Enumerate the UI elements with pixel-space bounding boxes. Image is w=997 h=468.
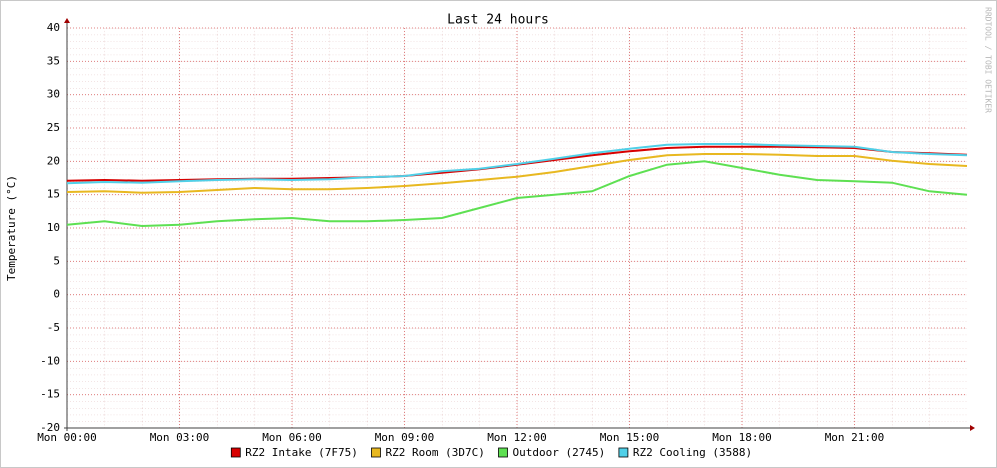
- y-tick-label: 0: [53, 288, 60, 301]
- legend-swatch: [230, 447, 241, 458]
- y-tick-label: -10: [40, 354, 60, 367]
- series-line: [66, 153, 968, 194]
- y-tick-label: 20: [47, 154, 60, 167]
- y-tick-label: 40: [47, 21, 60, 34]
- y-tick-label: 10: [47, 221, 60, 234]
- y-tick-label: 25: [47, 121, 60, 134]
- y-tick-label: -15: [40, 388, 60, 401]
- x-tick-label: Mon 21:00: [825, 431, 885, 444]
- y-axis-label: Temperature (°C): [5, 175, 18, 281]
- x-tick-label: Mon 12:00: [487, 431, 547, 444]
- x-tick-label: Mon 09:00: [375, 431, 435, 444]
- series-line: [66, 160, 968, 228]
- legend-swatch: [371, 447, 381, 458]
- y-tick-label: 35: [47, 54, 60, 67]
- x-tick-label: Mon 06:00: [262, 431, 322, 444]
- y-tick-label: -20: [40, 421, 60, 434]
- watermark: RRDTOOL / TOBI OETIKER: [984, 7, 993, 113]
- y-tick-label: 5: [53, 254, 60, 267]
- axis-arrow: [64, 18, 70, 23]
- chart-title: Last 24 hours: [447, 13, 549, 28]
- y-tick-label: 15: [47, 188, 60, 201]
- legend-swatch: [618, 447, 629, 458]
- legend-swatch: [498, 447, 508, 458]
- legend-label: RZ2 Room (3D7C): [386, 446, 485, 459]
- x-tick-label: Mon 15:00: [600, 431, 660, 444]
- legend-label: RZ2 Cooling (3588): [633, 446, 752, 459]
- x-tick-label: Mon 00:00: [37, 431, 97, 444]
- legend-label: RZ2 Intake (7F75): [245, 446, 358, 459]
- x-tick-label: Mon 18:00: [712, 431, 772, 444]
- axis-arrow: [970, 425, 975, 431]
- y-tick-label: 30: [47, 88, 60, 101]
- x-tick-label: Mon 03:00: [150, 431, 210, 444]
- y-tick-label: -5: [47, 321, 60, 334]
- series-line: [66, 143, 968, 185]
- legend-label: Outdoor (2745): [513, 446, 606, 459]
